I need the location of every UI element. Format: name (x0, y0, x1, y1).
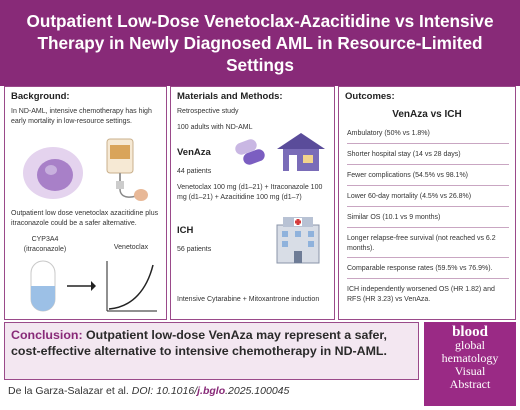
increase-curve-icon (106, 261, 157, 312)
citation-author: De la Garza-Salazar et al. (8, 385, 129, 397)
logo-line-4: Visual (454, 364, 486, 378)
cyp-sub-label: (itraconazole) (23, 246, 67, 253)
logo-line-2: global (455, 338, 485, 352)
leukemia-cell-icon (23, 147, 83, 199)
background-text-2: Outpatient low dose venetoclax azacitidi… (11, 210, 159, 227)
background-heading: Background: (11, 91, 70, 102)
background-text-1: In ND-AML, intensive chemotherapy has hi… (11, 108, 152, 125)
pills-icon (235, 139, 265, 165)
conclusion-text: Conclusion: Outpatient low-dose VenAza m… (11, 327, 412, 359)
methods-heading: Materials and Methods: (177, 91, 283, 102)
outcome-item: Similar OS (10.1 vs 9 months) (347, 214, 441, 221)
conclusion-label: Conclusion: (11, 328, 83, 342)
home-icon (277, 133, 325, 171)
citation-doi-highlight: j.bglo (197, 385, 226, 397)
citation-doi-prefix: DOI: 10.1016/ (131, 385, 198, 397)
divider (347, 164, 509, 165)
page-title: Outpatient Low-Dose Venetoclax-Azacitidi… (26, 11, 494, 75)
logo-line-1: blood (452, 324, 488, 340)
venetoclax-label: Venetoclax (113, 244, 149, 251)
divider (347, 185, 509, 186)
outcome-item: Shorter hospital stay (14 vs 28 days) (347, 151, 461, 158)
logo-line-5: Abstract (449, 377, 491, 391)
ich-regimen: Intensive Cytarabine + Mitoxantrone indu… (177, 296, 320, 303)
journal-logo: blood global hematology Visual Abstract (424, 322, 516, 406)
methods-panel: Materials and Methods: Retrospective stu… (170, 86, 335, 320)
background-panel: Background: In ND-AML, intensive chemoth… (4, 86, 167, 320)
outcome-item: Comparable response rates (59.5% vs 76.9… (347, 265, 493, 272)
title-banner: Outpatient Low-Dose Venetoclax-Azacitidi… (0, 0, 520, 86)
ich-heading: ICH (177, 225, 194, 236)
outcome-item: Lower 60-day mortality (4.5% vs 26.8%) (347, 193, 472, 200)
divider (347, 227, 509, 228)
iv-bag-icon (106, 138, 148, 201)
outcome-item: Longer relapse-free survival (not reache… (347, 235, 496, 252)
logo-line-3: hematology (441, 351, 499, 365)
outcomes-panel: Outcomes: VenAza vs ICH Ambulatory (50% … (338, 86, 516, 320)
divider (347, 278, 509, 279)
divider (347, 143, 509, 144)
cyp-label: CYP3A4 (31, 236, 59, 243)
venaza-heading: VenAza (177, 147, 211, 158)
venaza-patients: 44 patients (177, 168, 212, 175)
outcomes-heading: Outcomes: (345, 91, 395, 102)
outcome-item: Fewer complications (54.5% vs 98.1%) (347, 172, 468, 179)
divider (347, 257, 509, 258)
divider (347, 206, 509, 207)
ich-patients: 56 patients (177, 246, 212, 253)
conclusion-body: Outpatient low-dose VenAza may represent… (11, 328, 387, 358)
adults-count: 100 adults with ND-AML (177, 124, 253, 131)
capsule-icon (30, 260, 56, 312)
hospital-icon (276, 217, 320, 264)
arrow-icon (67, 281, 96, 291)
conclusion-box: Conclusion: Outpatient low-dose VenAza m… (4, 322, 419, 380)
study-design: Retrospective study (177, 108, 239, 115)
citation-doi-suffix: .2025.100045 (225, 385, 290, 397)
outcome-item: Ambulatory (50% vs 1.8%) (347, 130, 430, 137)
outcomes-comparison: VenAza vs ICH (392, 109, 462, 120)
venaza-regimen: Venetoclax 100 mg (d1–21) + Itraconazole… (177, 184, 323, 201)
citation: De la Garza-Salazar et al. DOI: 10.1016/… (8, 385, 289, 397)
outcome-item: ICH independently worsened OS (HR 1.82) … (347, 286, 495, 303)
